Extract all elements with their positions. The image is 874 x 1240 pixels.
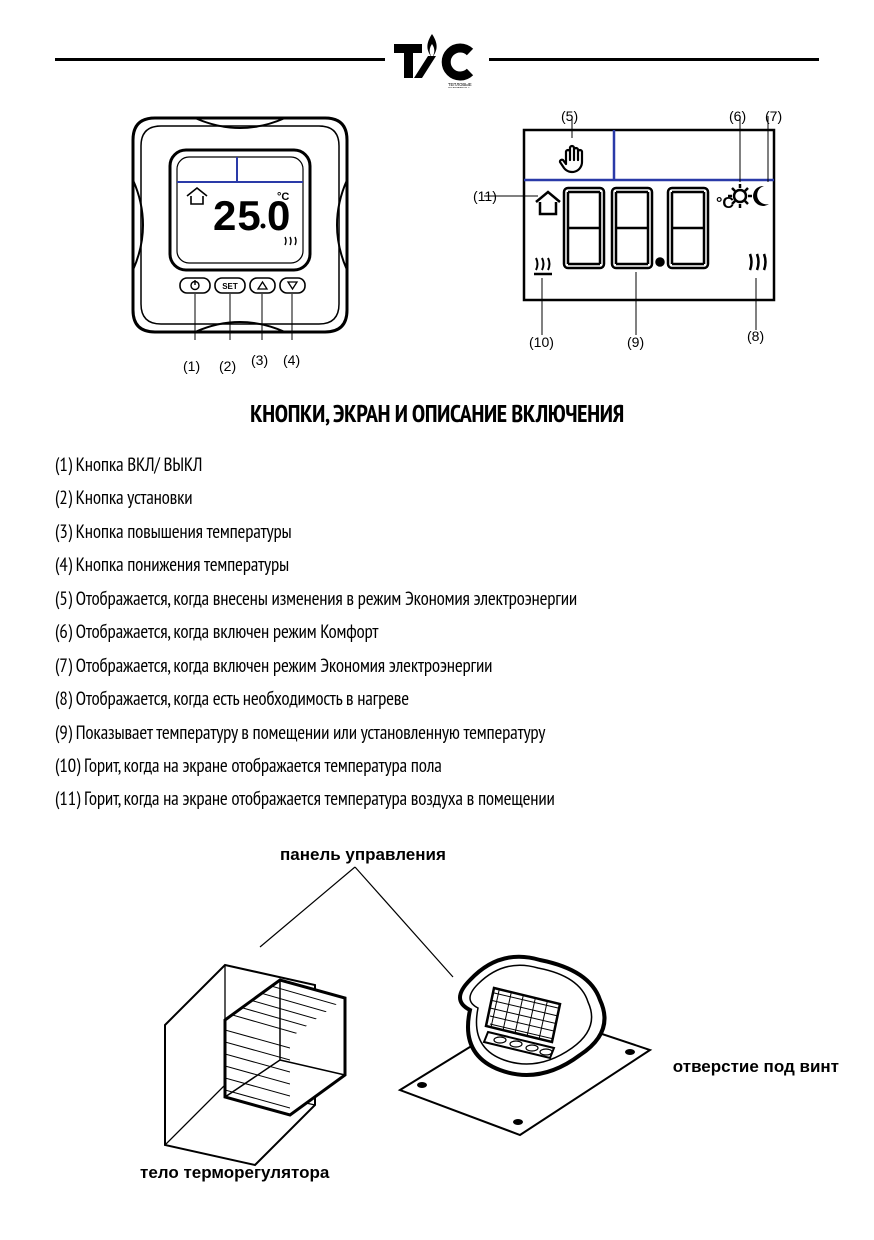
callout-9: (9) — [627, 334, 644, 350]
legend-item: (9) Показывает температуру в помещении и… — [55, 719, 819, 748]
callout-6: (6) — [729, 108, 746, 124]
callout-10: (10) — [529, 334, 554, 350]
svg-text:25: 25 — [213, 192, 262, 239]
screen-detail-svg: °C — [479, 110, 809, 350]
svg-text:°C: °C — [277, 191, 289, 203]
callout-5: (5) — [561, 108, 578, 124]
callout-1: (1) — [183, 358, 200, 374]
thermostat-svg: 25 0 °C SET — [125, 110, 355, 340]
legend-item: (3) Кнопка повышения температуры — [55, 518, 819, 547]
logo: ТЕПЛОВЫЕ СИСТЕМЫ — [387, 30, 487, 90]
header-rule: ТЕПЛОВЫЕ СИСТЕМЫ — [55, 30, 819, 90]
legend-item: (11) Горит, когда на экране отображается… — [55, 785, 819, 814]
exploded-diagram: панель управления отверстие под винт тел… — [55, 845, 819, 1205]
legend-item: (5) Отображается, когда внесены изменени… — [55, 585, 819, 614]
callout-11: (11) — [473, 188, 497, 204]
callout-4: (4) — [283, 352, 300, 368]
legend-item: (1) Кнопка ВКЛ/ ВЫКЛ — [55, 451, 819, 480]
svg-text:СИСТЕМЫ: СИСТЕМЫ — [448, 86, 470, 88]
legend-item: (10) Горит, когда на экране отображается… — [55, 752, 819, 781]
rule-left — [55, 58, 385, 61]
logo-svg: ТЕПЛОВЫЕ СИСТЕМЫ — [392, 32, 482, 88]
exploded-svg — [55, 855, 815, 1195]
main-title: КНОПКИ, ЭКРАН И ОПИСАНИЕ ВКЛЮЧЕНИЯ — [55, 398, 819, 429]
display-temp: 25 0 °C — [213, 191, 290, 239]
legend-item: (4) Кнопка понижения температуры — [55, 551, 819, 580]
callout-3: (3) — [251, 352, 268, 368]
callout-2: (2) — [219, 358, 236, 374]
thermostat-front-diagram: 25 0 °C SET — [125, 110, 405, 380]
legend-item: (6) Отображается, когда включен режим Ко… — [55, 618, 819, 647]
callout-7: (7) — [765, 108, 782, 124]
legend-item: (8) Отображается, когда есть необходимос… — [55, 685, 819, 714]
page: ТЕПЛОВЫЕ СИСТЕМЫ — [0, 0, 874, 1240]
legend-item: (7) Отображается, когда включен режим Эк… — [55, 652, 819, 681]
callout-8: (8) — [747, 328, 764, 344]
svg-text:SET: SET — [222, 282, 238, 291]
screen-detail-diagram: °C — [479, 110, 809, 380]
rule-right — [489, 58, 819, 61]
legend-list: (1) Кнопка ВКЛ/ ВЫКЛ (2) Кнопка установк… — [55, 451, 819, 815]
button-row: SET — [180, 278, 305, 293]
legend-item: (2) Кнопка установки — [55, 484, 819, 513]
top-diagrams: 25 0 °C SET — [55, 110, 819, 380]
